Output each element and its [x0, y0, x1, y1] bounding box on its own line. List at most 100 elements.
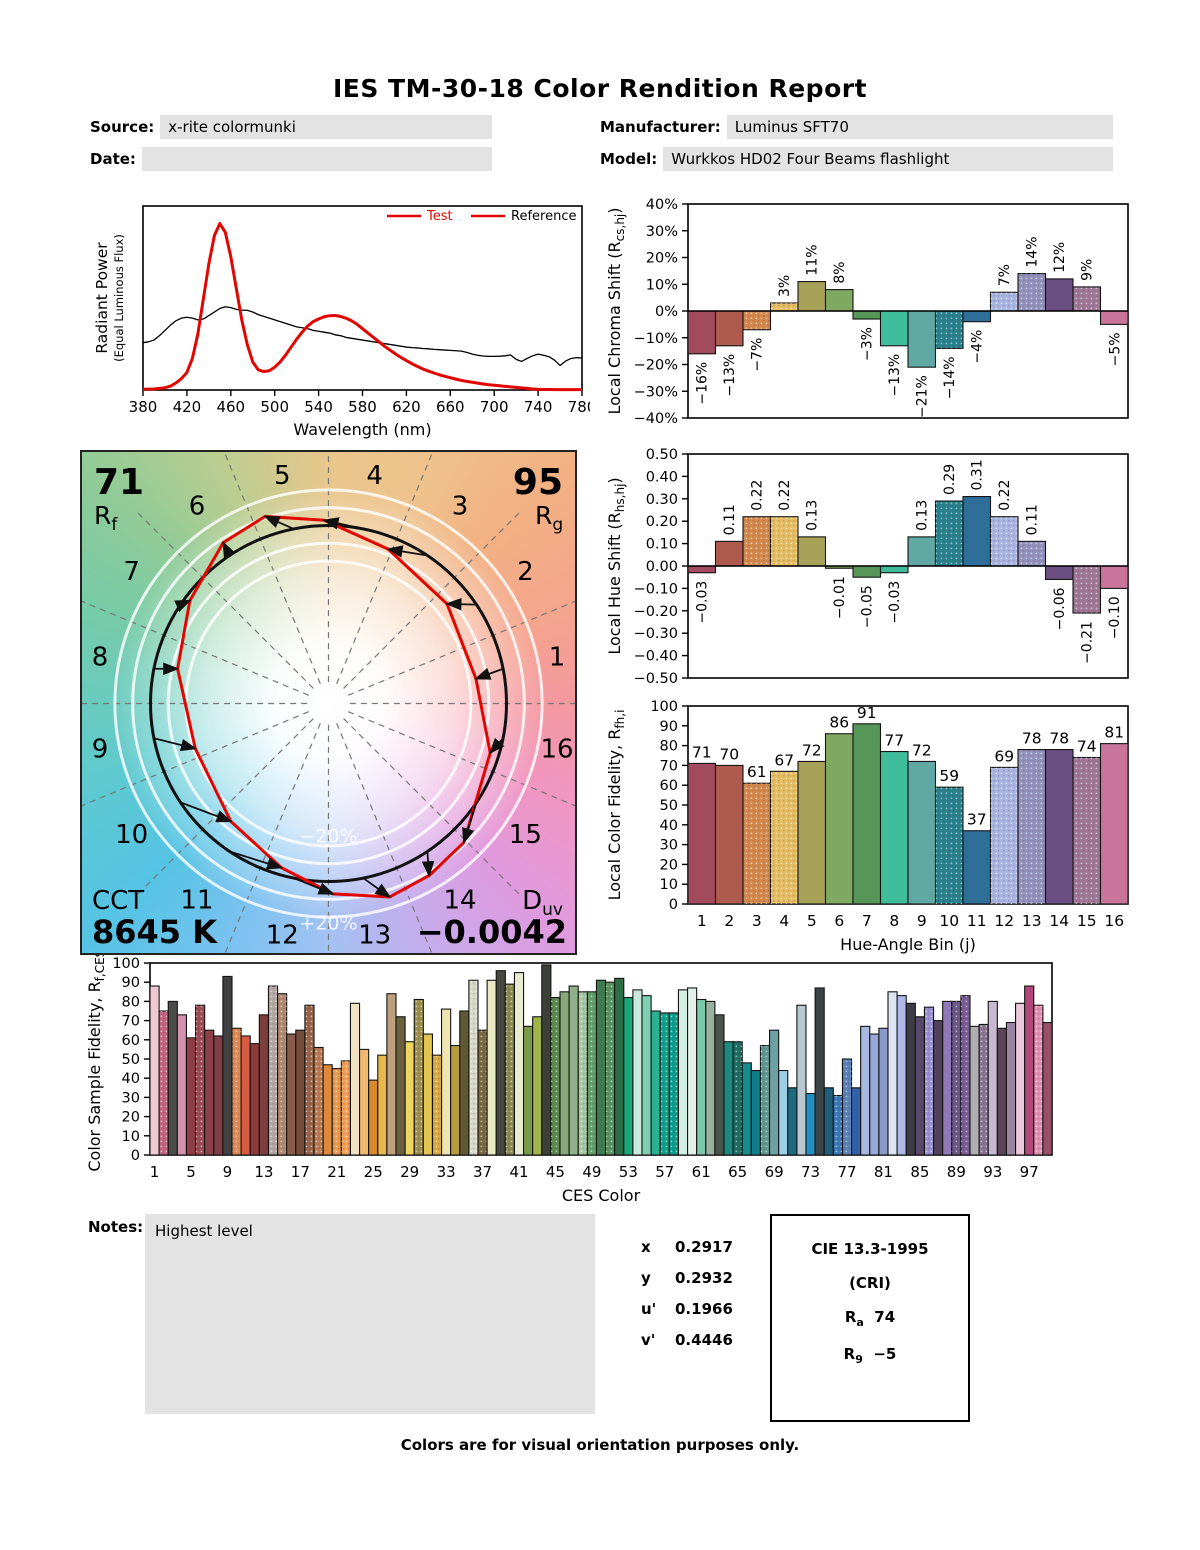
svg-text:−7%: −7%: [750, 338, 766, 372]
svg-text:30%: 30%: [646, 224, 678, 240]
svg-text:500: 500: [260, 398, 289, 416]
model-label: Model:: [600, 150, 658, 168]
svg-text:93: 93: [983, 1163, 1002, 1181]
svg-text:81: 81: [1104, 724, 1124, 742]
svg-text:10: 10: [660, 877, 678, 893]
model-field: Model: Wurkkos HD02 Four Beams flashligh…: [600, 147, 1113, 171]
svg-text:4: 4: [366, 461, 383, 491]
svg-text:13: 13: [358, 921, 391, 951]
color-vector-graphic: −20% +20% 1 2 3 4 5 6 7 8 9 10 11 12 13 14 15 16 71 Rf 95 Rg C…: [80, 450, 577, 955]
svg-text:60: 60: [122, 1033, 140, 1049]
svg-text:−0.21: −0.21: [1080, 621, 1096, 664]
page-title: IES TM-30-18 Color Rendition Report: [332, 74, 868, 103]
svg-text:−13%: −13%: [722, 354, 738, 397]
coord-v-value: 0.4446: [675, 1331, 733, 1349]
svg-text:78: 78: [1049, 730, 1069, 748]
svg-text:0.20: 0.20: [646, 514, 678, 530]
svg-text:20: 20: [660, 857, 678, 873]
svg-text:(Equal Luminous Flux): (Equal Luminous Flux): [112, 234, 126, 362]
svg-text:30: 30: [660, 838, 678, 854]
svg-text:−40%: −40%: [634, 411, 678, 427]
svg-text:5: 5: [274, 461, 291, 491]
svg-text:0.11: 0.11: [722, 504, 738, 535]
manufacturer-label: Manufacturer:: [600, 118, 721, 136]
svg-text:14%: 14%: [1025, 236, 1041, 267]
svg-text:37: 37: [473, 1163, 492, 1181]
svg-text:−21%: −21%: [915, 375, 931, 418]
coord-u-label: u': [641, 1300, 657, 1318]
svg-text:−0.03: −0.03: [695, 581, 711, 624]
svg-text:−10%: −10%: [634, 331, 678, 347]
coord-y: y 0.2932: [641, 1269, 766, 1287]
svg-text:8: 8: [92, 642, 109, 672]
svg-text:12: 12: [266, 921, 299, 951]
cri-summary-box: CIE 13.3-1995 (CRI) Ra 74 R9 −5: [770, 1214, 970, 1422]
svg-text:−30%: −30%: [634, 384, 678, 400]
svg-text:−0.40: −0.40: [634, 649, 678, 665]
svg-text:−20%: −20%: [634, 358, 678, 374]
cri-ra-row: Ra 74: [772, 1308, 968, 1329]
svg-text:−0.50: −0.50: [634, 671, 678, 687]
coord-v-label: v': [641, 1331, 656, 1349]
svg-text:Hue-Angle Bin (j): Hue-Angle Bin (j): [840, 935, 976, 954]
cri-ra-sub: a: [856, 1316, 864, 1329]
svg-text:90: 90: [122, 975, 140, 991]
svg-text:65: 65: [728, 1163, 747, 1181]
svg-text:7: 7: [123, 557, 140, 587]
svg-text:40: 40: [122, 1071, 140, 1087]
svg-text:460: 460: [216, 398, 245, 416]
svg-text:67: 67: [774, 751, 794, 769]
svg-text:49: 49: [582, 1163, 601, 1181]
svg-text:40: 40: [660, 818, 678, 834]
svg-text:0.10: 0.10: [646, 537, 678, 553]
cri-r9-base: R: [843, 1345, 856, 1363]
model-value: Wurkkos HD02 Four Beams flashlight: [663, 147, 1113, 171]
svg-text:40%: 40%: [646, 197, 678, 213]
svg-text:420: 420: [173, 398, 202, 416]
chromaticity-coordinates: x 0.2917 y 0.2932 u' 0.1966 v' 0.4446: [641, 1238, 766, 1362]
svg-text:20%: 20%: [646, 251, 678, 267]
svg-text:Reference: Reference: [511, 209, 576, 224]
svg-text:−0.20: −0.20: [634, 604, 678, 620]
svg-text:7: 7: [862, 912, 872, 930]
svg-text:0%: 0%: [655, 304, 678, 320]
svg-text:50: 50: [660, 798, 678, 814]
notes-box: Highest level: [145, 1214, 595, 1414]
svg-text:Rg: Rg: [535, 501, 563, 535]
svg-text:0: 0: [131, 1148, 140, 1164]
svg-text:660: 660: [436, 398, 465, 416]
svg-text:0.22: 0.22: [997, 480, 1013, 511]
svg-text:−0.10: −0.10: [1107, 596, 1123, 639]
svg-text:10: 10: [939, 912, 959, 930]
coord-v: v' 0.4446: [641, 1331, 766, 1349]
manufacturer-field: Manufacturer: Luminus SFT70: [600, 115, 1113, 139]
svg-text:10%: 10%: [646, 277, 678, 293]
svg-text:100: 100: [650, 699, 678, 715]
svg-text:59: 59: [939, 767, 959, 785]
svg-text:Local Chroma Shift (Rcs,hj): Local Chroma Shift (Rcs,hj): [605, 207, 627, 414]
svg-text:740: 740: [524, 398, 553, 416]
svg-text:Rf: Rf: [94, 501, 118, 535]
svg-text:100: 100: [112, 956, 140, 972]
svg-text:16: 16: [1104, 912, 1124, 930]
svg-text:70: 70: [719, 745, 739, 763]
svg-text:80: 80: [122, 994, 140, 1010]
svg-text:15: 15: [1077, 912, 1097, 930]
svg-text:45: 45: [546, 1163, 565, 1181]
svg-text:80: 80: [660, 739, 678, 755]
coord-u-value: 0.1966: [675, 1300, 733, 1318]
svg-text:25: 25: [364, 1163, 383, 1181]
svg-text:89: 89: [947, 1163, 966, 1181]
svg-text:7%: 7%: [997, 264, 1013, 286]
svg-text:13: 13: [254, 1163, 273, 1181]
svg-text:CES Color: CES Color: [562, 1186, 641, 1205]
svg-text:57: 57: [655, 1163, 674, 1181]
svg-text:10: 10: [115, 820, 148, 850]
svg-text:2: 2: [517, 557, 534, 587]
svg-text:90: 90: [660, 719, 678, 735]
source-field: Source: x-rite colormunki: [90, 115, 492, 139]
svg-text:11: 11: [967, 912, 987, 930]
svg-text:−0.03: −0.03: [887, 581, 903, 624]
svg-text:Wavelength (nm): Wavelength (nm): [293, 420, 431, 439]
